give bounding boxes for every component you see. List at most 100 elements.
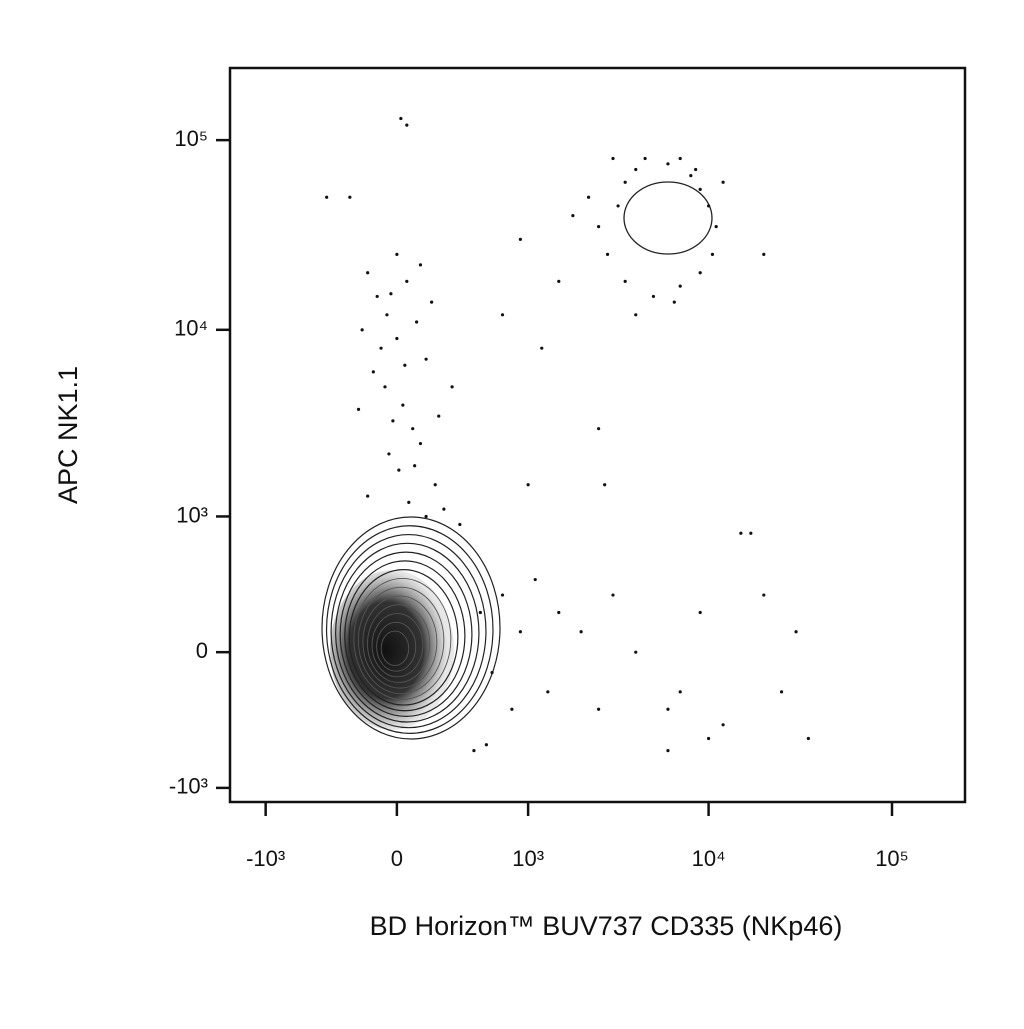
event-dot [518, 630, 522, 634]
event-dot [806, 736, 810, 741]
event-dot [710, 252, 715, 256]
y-axis-title: APC NK1.1 [53, 366, 83, 504]
x-tick-label: 10⁴ [692, 846, 726, 871]
density-fill [330, 570, 454, 730]
contour-line [380, 630, 410, 666]
event-dot [418, 263, 423, 267]
plot-frame [228, 66, 967, 804]
event-dot [603, 483, 607, 487]
event-dot [611, 593, 615, 597]
event-dot [678, 156, 682, 161]
event-dot [379, 346, 383, 350]
event-dot [458, 522, 462, 527]
event-dot [415, 320, 419, 324]
x-tick-label: 10³ [512, 846, 544, 871]
event-dot [366, 494, 370, 498]
y-tick-label: -10³ [169, 774, 208, 799]
contour-line [325, 525, 494, 734]
contour-line [335, 542, 480, 723]
contour-line [353, 577, 452, 700]
event-dot [689, 174, 693, 178]
event-dot [597, 225, 601, 229]
event-dot [424, 357, 428, 361]
event-dot [407, 500, 411, 504]
event-dot [371, 370, 375, 374]
event-dot [500, 313, 505, 317]
event-dot [571, 214, 575, 218]
event-dot [405, 123, 409, 127]
event-dot [762, 252, 766, 256]
event-dot [413, 464, 417, 468]
y-tick-label: 10³ [176, 502, 208, 527]
event-dot [401, 403, 405, 407]
event-dot [706, 736, 711, 741]
contour-line [339, 551, 473, 717]
event-dot [484, 743, 488, 747]
event-dot [557, 279, 561, 284]
event-dot [616, 204, 620, 208]
event-dot [597, 707, 601, 711]
event-dot [450, 385, 454, 389]
event-dot [405, 279, 409, 284]
event-dot [721, 723, 725, 727]
event-dot [472, 749, 476, 753]
event-dot [540, 346, 544, 350]
event-dot [518, 237, 522, 241]
event-dot [678, 690, 682, 694]
event-dot [424, 514, 428, 519]
event-dot [666, 707, 670, 711]
contour-line [344, 560, 466, 712]
event-dot [389, 292, 393, 296]
event-dot [634, 167, 638, 172]
contour-line [357, 586, 445, 695]
x-tick-label: -10³ [246, 846, 285, 871]
event-dot [623, 180, 627, 184]
event-dot [634, 313, 638, 317]
event-dot [714, 225, 718, 229]
event-dot [634, 650, 638, 654]
y-tick-label: 10⁴ [174, 316, 208, 341]
event-dot [397, 468, 401, 472]
event-dot [651, 294, 656, 299]
x-axis-title: BD Horizon™ BUV737 CD335 (NKp46) [370, 911, 843, 941]
event-dot [605, 252, 610, 256]
event-dot [391, 419, 395, 423]
event-dot [356, 407, 361, 411]
event-dot [611, 156, 615, 161]
event-dot [779, 690, 784, 694]
contour-line [321, 516, 501, 740]
event-dot [437, 414, 441, 418]
event-dot [698, 187, 702, 191]
event-dot [557, 610, 561, 615]
contour-line [367, 604, 431, 683]
event-dot [597, 427, 601, 431]
event-dot [395, 336, 399, 341]
event-dot [433, 483, 437, 487]
y-tick-label: 0 [196, 638, 208, 663]
event-dot [430, 300, 434, 304]
population-contour [623, 181, 713, 255]
event-dot [325, 195, 329, 199]
y-tick-label: 10⁵ [174, 126, 208, 151]
event-dot [666, 749, 670, 753]
event-dot [694, 167, 698, 172]
event-dot [533, 577, 537, 582]
event-dot [360, 328, 364, 332]
event-dot [672, 300, 676, 304]
event-dot [739, 531, 743, 535]
event-dot [385, 313, 389, 317]
event-dot [366, 271, 370, 275]
event-dot [510, 707, 514, 711]
event-dot [442, 507, 446, 511]
event-dot [526, 483, 530, 487]
event-dot [546, 690, 550, 694]
event-dot [500, 593, 505, 597]
x-tick-label: 0 [391, 846, 403, 871]
event-dot [749, 531, 753, 535]
event-dot [348, 195, 352, 199]
contour-line [362, 595, 438, 689]
contour-plot [321, 516, 501, 740]
event-dot [678, 284, 682, 288]
